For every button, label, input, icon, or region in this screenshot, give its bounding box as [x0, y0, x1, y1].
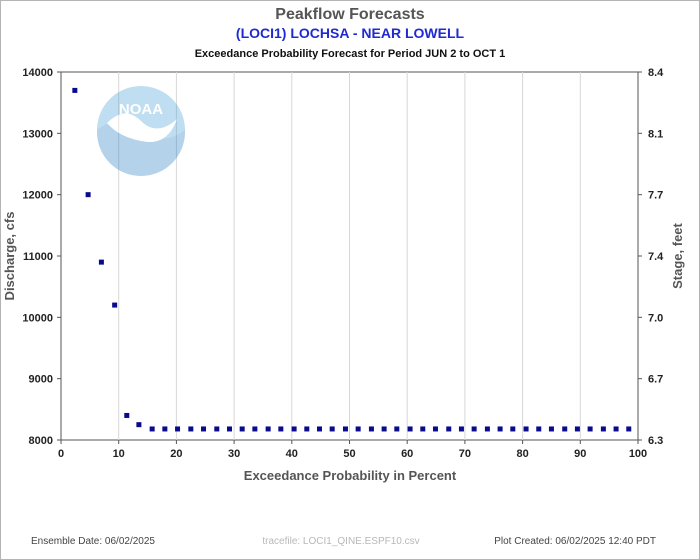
data-point: [458, 426, 464, 432]
data-point: [523, 426, 529, 432]
x-tick-label: 50: [343, 448, 355, 460]
right-tick-label: 8.1: [648, 128, 663, 140]
noaa-logo: NOAA: [97, 86, 185, 176]
noaa-logo-disc: [97, 86, 185, 174]
ensemble-date: Ensemble Date: 06/02/2025: [31, 536, 155, 547]
data-point: [471, 426, 477, 432]
noaa-logo-gull: [107, 113, 177, 143]
data-point: [484, 426, 490, 432]
x-tick-label: 80: [516, 448, 528, 460]
data-point: [175, 426, 181, 432]
data-point: [446, 426, 452, 432]
data-points: [72, 87, 632, 432]
data-point: [278, 426, 284, 432]
data-point: [510, 426, 516, 432]
data-point: [536, 426, 542, 432]
data-point: [342, 426, 348, 432]
right-tick-label: 7.7: [648, 190, 663, 202]
data-point: [329, 426, 335, 432]
tracefile-label: tracefile: LOCI1_QINE.ESPF10.csv: [262, 536, 419, 547]
data-point: [201, 426, 207, 432]
period-label: Exceedance Probability Forecast for Peri…: [195, 48, 506, 60]
data-point: [562, 426, 568, 432]
x-tick-label: 90: [574, 448, 586, 460]
data-point: [252, 426, 258, 432]
x-tick-label: 20: [170, 448, 182, 460]
data-point: [587, 426, 593, 432]
noaa-logo-text: NOAA: [119, 101, 163, 118]
data-point: [162, 426, 168, 432]
y-tick-label: 10000: [22, 312, 53, 324]
data-point: [124, 412, 130, 418]
chart-title: Peakflow Forecasts: [275, 6, 425, 23]
noaa-logo-wave: [97, 121, 185, 176]
y-axis-label: Discharge, cfs: [2, 212, 17, 301]
data-point: [136, 422, 142, 428]
right-tick-label: 8.4: [648, 67, 664, 79]
data-point: [112, 302, 118, 308]
x-tick-label: 30: [228, 448, 240, 460]
data-point: [214, 426, 220, 432]
data-point: [98, 259, 104, 265]
x-tick-label: 40: [286, 448, 298, 460]
right-axis-label: Stage, feet: [670, 222, 685, 288]
x-tick-label: 60: [401, 448, 413, 460]
data-point: [420, 426, 426, 432]
x-axis-label: Exceedance Probability in Percent: [244, 468, 457, 483]
data-point: [394, 426, 400, 432]
y-tick-label: 11000: [23, 251, 53, 263]
data-point: [548, 426, 554, 432]
data-point: [316, 426, 322, 432]
y-axis-ticks: 8000 9000 10000 11000 12000 13000 14000: [22, 67, 61, 447]
y-tick-label: 14000: [22, 67, 53, 79]
data-point: [626, 426, 632, 432]
y-tick-label: 9000: [29, 374, 53, 386]
data-point: [355, 426, 361, 432]
right-tick-label: 6.7: [648, 374, 663, 386]
y-tick-label: 13000: [22, 128, 53, 140]
data-point: [72, 87, 78, 93]
data-point: [613, 426, 619, 432]
data-point: [188, 426, 194, 432]
data-point: [291, 426, 297, 432]
data-point: [432, 426, 438, 432]
data-point: [149, 426, 155, 432]
y-tick-label: 8000: [29, 435, 53, 447]
data-point: [497, 426, 503, 432]
data-point: [407, 426, 413, 432]
data-point: [226, 426, 232, 432]
data-point: [239, 426, 245, 432]
data-point: [574, 426, 580, 432]
x-axis-ticks: 0 10 20 30 40 50 60 70 80 90 100: [58, 440, 647, 460]
y-tick-label: 12000: [22, 190, 53, 202]
x-tick-label: 0: [58, 448, 64, 460]
data-point: [85, 192, 91, 198]
x-tick-label: 100: [629, 448, 647, 460]
data-point: [304, 426, 310, 432]
x-tick-label: 70: [459, 448, 471, 460]
data-point: [381, 426, 387, 432]
data-point: [600, 426, 606, 432]
data-point: [368, 426, 374, 432]
chart-subtitle: (LOCI1) LOCHSA - NEAR LOWELL: [236, 25, 465, 41]
data-point: [265, 426, 271, 432]
right-axis-ticks: 6.3 6.7 7.0 7.4 7.7 8.1 8.4: [638, 67, 664, 447]
right-tick-label: 6.3: [648, 435, 663, 447]
plot-created: Plot Created: 06/02/2025 12:40 PDT: [494, 536, 656, 547]
x-tick-label: 10: [113, 448, 125, 460]
right-tick-label: 7.0: [648, 312, 663, 324]
grid-lines: [118, 72, 581, 440]
right-tick-label: 7.4: [648, 251, 664, 263]
